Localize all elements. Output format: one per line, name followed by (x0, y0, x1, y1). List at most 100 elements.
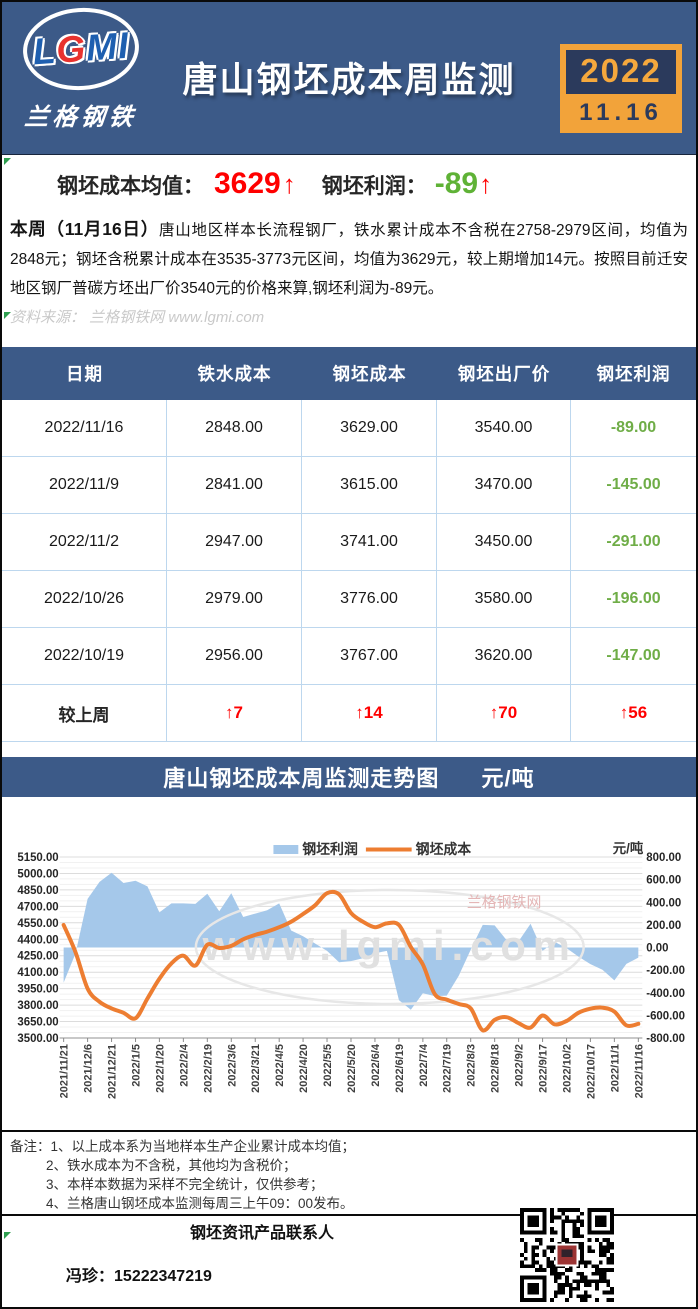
left-axis-label: 3800.00 (17, 1000, 58, 1012)
x-axis-label: 2021/12/6 (83, 1044, 95, 1093)
qr-code (520, 1208, 614, 1302)
x-axis-label: 2022/9/17 (538, 1044, 550, 1093)
x-axis-label: 2022/11/1 (609, 1044, 621, 1092)
value-cell: ↑70 (437, 685, 571, 741)
x-axis-label: 2022/4/5 (274, 1044, 286, 1087)
summary-section: 钢坯成本均值： 3629 ↑ 钢坯利润： -89 ↑ 本周（11月16日）唐山地… (2, 155, 696, 347)
value-cell: ↑56 (619, 703, 648, 722)
legend-profit-label: 钢坯利润 (302, 841, 358, 857)
value-cell: 2979.00 (167, 571, 302, 627)
table-row: 2022/10/19 2956.00 3767.00 3620.00 -147.00 (2, 628, 696, 685)
weekly-commentary: 本周（11月16日）唐山地区样本长流程钢厂，铁水累计成本不含税在2758-297… (2, 201, 696, 303)
right-axis-label: -800.00 (646, 1033, 685, 1045)
value-cell: 3540.00 (437, 400, 571, 456)
table-row: 2022/11/2 2947.00 3741.00 3450.00 -291.00 (2, 514, 696, 571)
left-axis-label: 3650.00 (17, 1016, 58, 1028)
col-header-billet-profit: 钢坯利润 (596, 364, 671, 384)
value-cell: 3470.00 (437, 457, 571, 513)
left-axis-label: 4250.00 (17, 951, 58, 963)
x-axis-label: 2022/8/3 (466, 1044, 478, 1087)
up-arrow-icon: ↑ (479, 169, 493, 199)
notes-label: 备注： (10, 1139, 51, 1154)
x-axis-label: 2022/1/5 (131, 1044, 143, 1087)
commentary-body: 唐山地区样本长流程钢厂，铁水累计成本不含税在2758-2979区间，均值为284… (10, 222, 688, 297)
contact-info: 冯珍：15222347219 (66, 1262, 212, 1286)
up-arrow-icon: ↑ (282, 169, 296, 199)
profit-value: -89 (434, 167, 479, 200)
value-cell: 2848.00 (167, 400, 302, 456)
col-header-date: 日期 (66, 364, 103, 384)
left-axis-label: 4400.00 (17, 934, 58, 946)
contact-phone: 15222347219 (114, 1268, 212, 1285)
watermark-logo-text: 兰格钢铁网 (467, 894, 541, 911)
profit-label: 钢坯利润： (321, 175, 427, 198)
row-label-cell: 2022/11/16 (2, 400, 167, 456)
x-axis-label: 2022/8/18 (490, 1044, 502, 1093)
left-axis-label: 4100.00 (17, 967, 58, 979)
chart-title-bar: 唐山钢坯成本周监测走势图 元/吨 (2, 757, 696, 797)
logo-ellipse-icon: LGMI (20, 4, 142, 94)
left-axis-label: 4700.00 (17, 901, 58, 913)
x-axis-label: 2022/9/2 (514, 1044, 526, 1087)
contact-title: 钢坯资讯产品联系人 (189, 1225, 334, 1242)
row-label-cell: 2022/10/26 (2, 571, 167, 627)
note-item: 2、铁水成本为不含税，其他均为含税价； (46, 1158, 297, 1173)
date-badge-day: 11.16 (579, 99, 663, 126)
trend-chart: www.lgmi.com 兰格钢铁网 2021/11/21 2021/12/6 2021… (2, 797, 696, 1130)
cost-line-series (61, 889, 641, 1033)
cost-table: 日期 铁水成本 钢坯成本 钢坯出厂价 钢坯利润 2022/11/16 2848.0… (2, 347, 696, 742)
x-axis-label: 2022/7/19 (442, 1044, 454, 1093)
table-change-row: 较上周 ↑7 ↑14 ↑70 ↑56 (2, 685, 696, 742)
x-axis-label: 2022/11/16 (633, 1044, 645, 1098)
footer-section: 钢坯资讯产品联系人 冯珍：15222347219 (2, 1208, 696, 1307)
value-cell: 2841.00 (167, 457, 302, 513)
row-label-cell: 2022/10/19 (2, 628, 167, 684)
value-cell: -291.00 (606, 533, 661, 550)
summary-headline: 钢坯成本均值： 3629 ↑ 钢坯利润： -89 ↑ (2, 155, 696, 201)
x-axis-label: 2022/3/21 (250, 1044, 262, 1093)
col-header-ironwater-cost: 铁水成本 (197, 364, 272, 384)
table-row: 2022/11/16 2848.00 3629.00 3540.00 -89.00 (2, 400, 696, 457)
value-cell: -147.00 (606, 647, 661, 664)
col-header-billet-cost: 钢坯成本 (332, 364, 407, 384)
note-item: 3、本样本数据为采样不完全统计，仅供参考； (46, 1177, 324, 1192)
left-axis-label: 3500.00 (17, 1033, 58, 1045)
table-row: 2022/11/9 2841.00 3615.00 3470.00 -145.00 (2, 457, 696, 514)
right-axis-label: -600.00 (646, 1010, 685, 1022)
date-badge: 2022 11.16 (560, 44, 682, 133)
left-axis-label: 3950.00 (17, 984, 58, 996)
x-axis-label: 2022/7/4 (418, 1043, 430, 1087)
table-header-row: 日期 铁水成本 钢坯成本 钢坯出厂价 钢坯利润 (2, 347, 696, 400)
excel-marker-icon (4, 312, 11, 319)
x-axis-label: 2022/1/20 (154, 1044, 166, 1093)
value-cell: -196.00 (606, 590, 661, 607)
commentary-lead: 本周（11月16日） (10, 219, 159, 239)
value-cell: 3615.00 (302, 457, 437, 513)
x-axis-label: 2021/12/21 (107, 1044, 119, 1099)
right-axis-label: 800.00 (646, 852, 681, 864)
x-axis-label: 2022/6/4 (370, 1043, 382, 1087)
x-axis-label: 2022/10/2 (562, 1044, 574, 1093)
cost-average-value: 3629 (214, 167, 281, 200)
contact-name: 冯珍： (66, 1268, 115, 1285)
row-label-cell: 较上周 (2, 685, 167, 741)
table-body: 2022/11/16 2848.00 3629.00 3540.00 -89.00 202… (2, 400, 696, 742)
lgmi-logo: LGMI 兰格钢铁 (16, 4, 146, 132)
left-axis-label: 5150.00 (17, 852, 58, 864)
value-cell: 3580.00 (437, 571, 571, 627)
axis-unit-label: 元/吨 (613, 840, 644, 856)
right-axis-label: 400.00 (646, 897, 681, 909)
note-line: 备注：1、以上成本系为当地样本生产企业累计成本均值； (10, 1137, 688, 1156)
value-cell: 3629.00 (302, 400, 437, 456)
legend-cost-label: 钢坯成本 (416, 841, 472, 857)
cost-average-label: 钢坯成本均值： (57, 175, 204, 198)
value-cell: 3620.00 (437, 628, 571, 684)
table-row: 2022/10/26 2979.00 3776.00 3580.00 -196.00 (2, 571, 696, 628)
chart-unit: 元/吨 (481, 766, 535, 791)
x-axis-label: 2022/2/19 (202, 1044, 214, 1093)
left-axis-label: 5000.00 (17, 868, 58, 880)
right-axis-label: 0.00 (646, 942, 668, 954)
left-axis-label: 4550.00 (17, 918, 58, 930)
x-axis-label: 2022/5/5 (322, 1044, 334, 1087)
value-cell: -145.00 (606, 476, 661, 493)
